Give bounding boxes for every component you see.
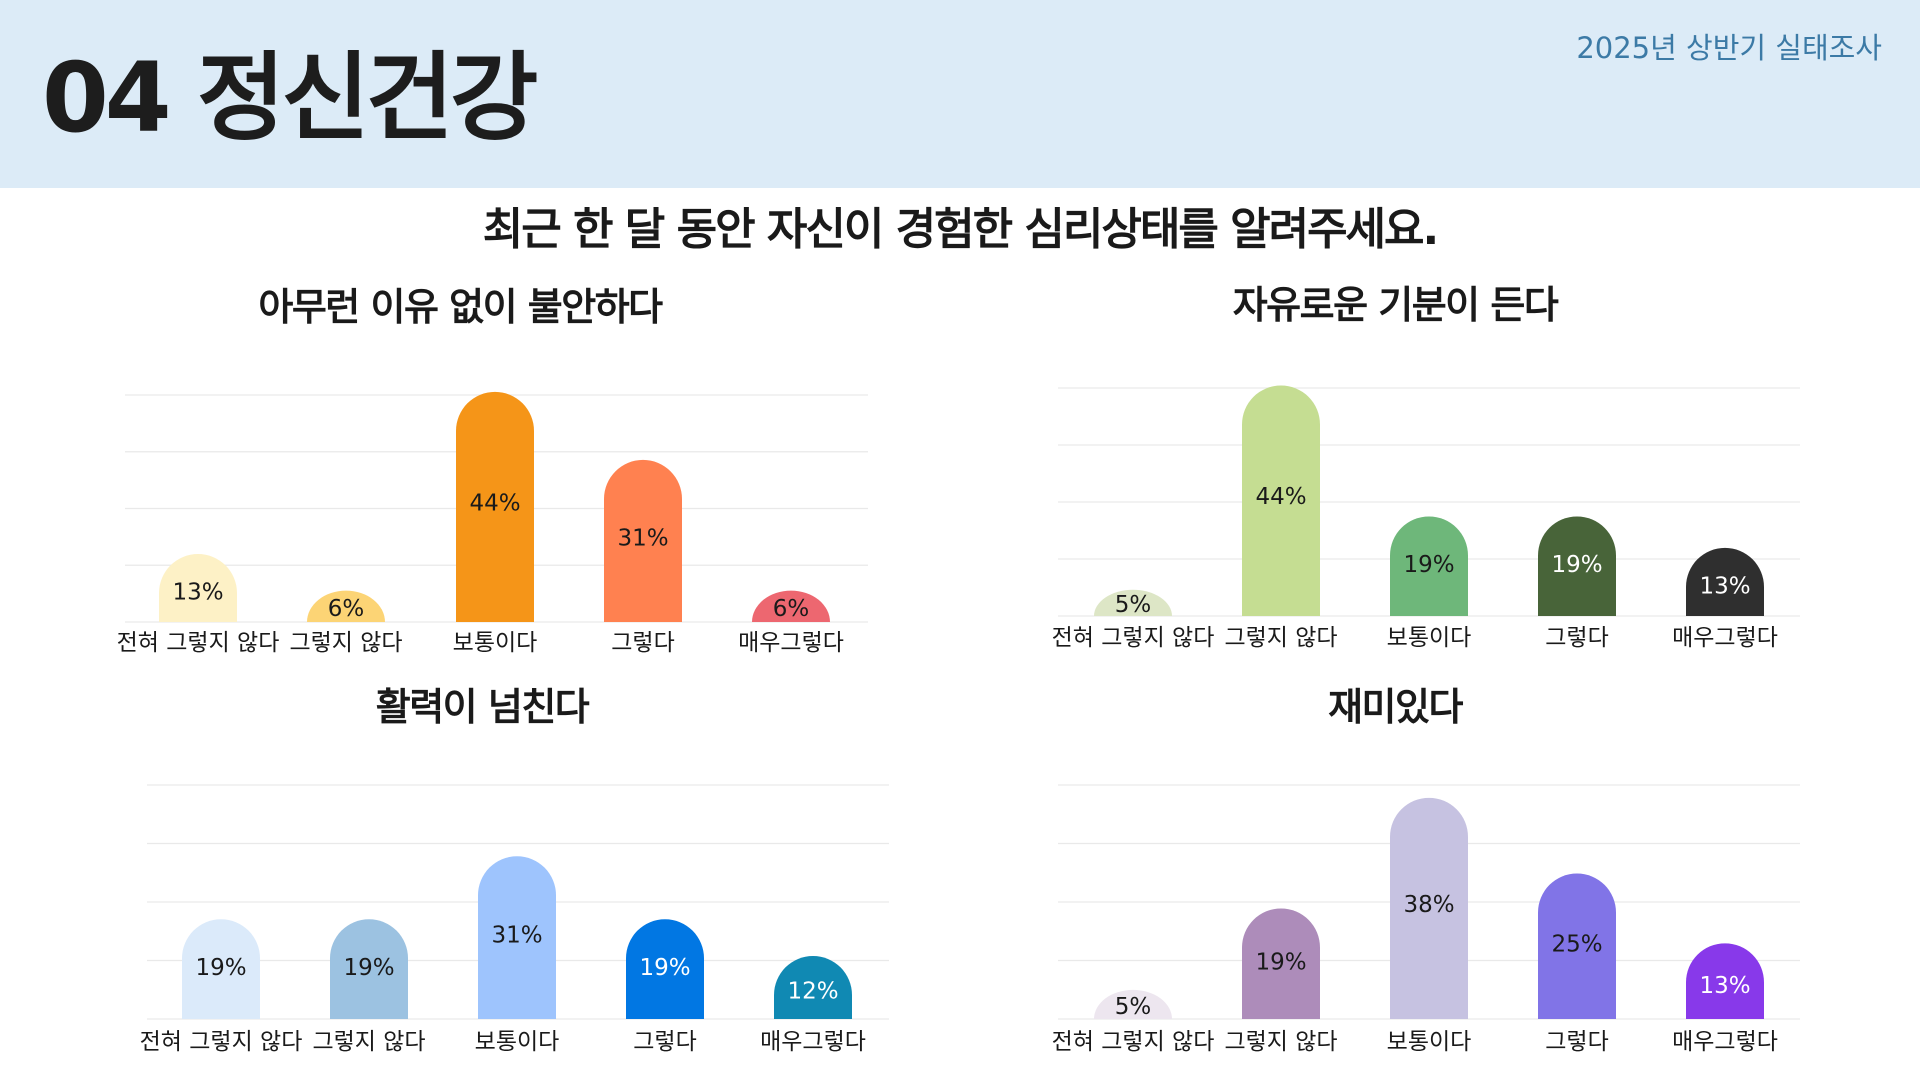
bar-value-label-anxious-4: 31%: [617, 526, 668, 552]
bar-energetic-3: [478, 856, 556, 1019]
bar-fun-1: [1094, 989, 1172, 1019]
bar-value-label-fun-4: 25%: [1551, 931, 1602, 957]
question-heading: 최근 한 달 동안 자신이 경험한 심리상태를 알려주세요.: [482, 204, 1440, 255]
bar-free-5: [1686, 547, 1764, 616]
bar-free-2: [1242, 385, 1320, 616]
category-label-energetic-4: 그렇다: [633, 1029, 696, 1055]
category-label-fun-4: 그렇다: [1545, 1029, 1608, 1055]
bar-energetic-1: [182, 919, 260, 1019]
category-label-fun-1: 전혀 그렇지 않다: [1052, 1029, 1215, 1055]
bar-fun-2: [1242, 908, 1320, 1019]
bar-value-label-energetic-4: 19%: [639, 955, 690, 981]
bar-anxious-5: [752, 590, 830, 622]
bar-anxious-2: [307, 590, 385, 622]
bar-value-label-free-5: 13%: [1699, 573, 1750, 599]
bar-value-label-anxious-2: 6%: [328, 596, 365, 622]
bar-anxious-3: [456, 391, 534, 622]
category-label-anxious-1: 전혀 그렇지 않다: [117, 630, 280, 656]
category-label-energetic-5: 매우그렇다: [760, 1029, 866, 1055]
bar-fun-4: [1538, 873, 1616, 1019]
bar-anxious-4: [604, 459, 682, 622]
category-label-fun-2: 그렇지 않다: [1224, 1029, 1337, 1055]
category-label-anxious-2: 그렇지 않다: [289, 630, 402, 656]
chart-title-anxious: 아무런 이유 없이 불안하다: [258, 285, 663, 329]
bar-value-label-fun-5: 13%: [1699, 973, 1750, 999]
bar-value-label-fun-3: 38%: [1403, 892, 1454, 918]
bar-anxious-1: [159, 554, 237, 622]
category-label-fun-5: 매우그렇다: [1672, 1029, 1778, 1055]
category-label-anxious-3: 보통이다: [453, 630, 538, 656]
category-label-fun-3: 보통이다: [1387, 1029, 1472, 1055]
bar-value-label-free-2: 44%: [1255, 484, 1306, 510]
bar-free-3: [1390, 516, 1468, 616]
bar-value-label-energetic-3: 31%: [491, 922, 542, 948]
category-label-energetic-1: 전혀 그렇지 않다: [140, 1029, 303, 1055]
chart-title-fun: 재미있다: [1328, 685, 1463, 729]
bar-energetic-5: [774, 956, 852, 1019]
bar-value-label-fun-1: 5%: [1115, 994, 1152, 1020]
bar-value-label-energetic-2: 19%: [343, 955, 394, 981]
category-label-energetic-2: 그렇지 않다: [312, 1029, 425, 1055]
page-title: 04 정신건강: [42, 42, 538, 154]
header-band: 04 정신건강 2025년 상반기 실태조사: [0, 0, 1920, 188]
category-label-free-4: 그렇다: [1545, 625, 1608, 651]
bar-value-label-energetic-5: 12%: [787, 979, 838, 1005]
bar-fun-3: [1390, 797, 1468, 1019]
category-label-anxious-4: 그렇다: [611, 630, 674, 656]
bar-value-label-energetic-1: 19%: [195, 955, 246, 981]
category-label-free-2: 그렇지 않다: [1224, 625, 1337, 651]
bar-free-1: [1094, 589, 1172, 616]
bar-fun-5: [1686, 943, 1764, 1019]
bar-value-label-free-3: 19%: [1403, 552, 1454, 578]
category-label-energetic-3: 보통이다: [475, 1029, 560, 1055]
bar-value-label-fun-2: 19%: [1255, 949, 1306, 975]
bar-value-label-free-1: 5%: [1115, 592, 1152, 618]
chart-title-energetic: 활력이 넘친다: [375, 685, 590, 729]
survey-label: 2025년 상반기 실태조사: [1576, 31, 1882, 65]
category-label-free-1: 전혀 그렇지 않다: [1052, 625, 1215, 651]
category-label-free-5: 매우그렇다: [1672, 625, 1778, 651]
category-label-anxious-5: 매우그렇다: [738, 630, 844, 656]
bar-free-4: [1538, 516, 1616, 616]
bar-value-label-free-4: 19%: [1551, 552, 1602, 578]
bar-value-label-anxious-3: 44%: [469, 490, 520, 516]
category-label-free-3: 보통이다: [1387, 625, 1472, 651]
bar-energetic-4: [626, 919, 704, 1019]
bar-energetic-2: [330, 919, 408, 1019]
chart-title-free: 자유로운 기분이 든다: [1232, 283, 1559, 327]
bar-value-label-anxious-5: 6%: [773, 596, 810, 622]
bar-value-label-anxious-1: 13%: [172, 579, 223, 605]
